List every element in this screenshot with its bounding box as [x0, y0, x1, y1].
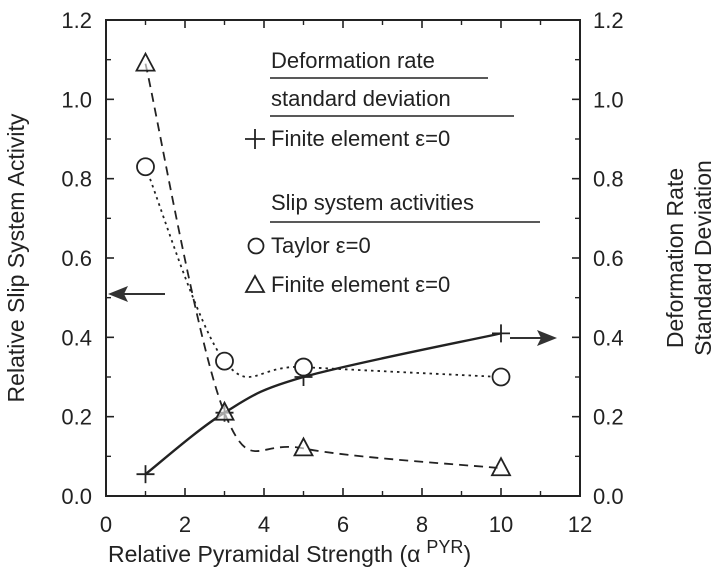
x-axis-title: Relative Pyramidal Strength (α PYR) [108, 537, 471, 567]
series-line-1 [144, 166, 502, 378]
x-tick-label: 10 [489, 512, 513, 537]
y-tick-label-left: 0.6 [61, 246, 92, 271]
y-tick-label-right: 0.2 [593, 405, 624, 430]
y-tick-label-left: 0.2 [61, 405, 92, 430]
plus-marker [136, 465, 155, 484]
y-tick-label-right: 0.4 [593, 325, 624, 350]
y-tick-label-right: 1.2 [593, 8, 624, 33]
x-tick-label: 6 [337, 512, 349, 537]
series-line-0 [144, 332, 502, 476]
y-tick-label-right: 0.0 [593, 484, 624, 509]
legend-plus-icon [245, 129, 265, 149]
y-tick-label-left: 0.0 [61, 484, 92, 509]
legend-circle-icon [247, 237, 265, 255]
y-tick-label-left: 0.8 [61, 167, 92, 192]
y-axis-title-right-2: Standard Deviation [690, 160, 716, 356]
curves [144, 63, 502, 476]
y-tick-label-left: 0.4 [61, 325, 92, 350]
plus-marker [492, 324, 510, 343]
markers [135, 51, 512, 484]
right-axis-arrow [510, 330, 557, 346]
legend-label-fe-slip: Finite element ε=0 [271, 272, 450, 297]
ticks: 0 2 4 6 8 10 120.00.20.40.60.81.01.20.00.20.40… [61, 8, 623, 537]
y-tick-label-left: 1.2 [61, 8, 92, 33]
x-tick-label: 4 [258, 512, 270, 537]
legend-triangle-icon [244, 274, 266, 293]
legend-slip-title: Slip system activities [271, 190, 474, 215]
y-tick-label-right: 0.8 [593, 167, 624, 192]
x-tick-label: 8 [416, 512, 428, 537]
circle-marker [294, 357, 313, 377]
triangle-marker [214, 400, 235, 421]
left-axis-arrow [108, 286, 165, 302]
y-axis-title-left: Relative Slip System Activity [3, 113, 29, 402]
x-tick-label: 0 [100, 512, 112, 537]
x-tick-label: 12 [568, 512, 592, 537]
triangle-marker [135, 51, 156, 72]
legend: Deformation rate standard deviation Fini… [244, 48, 540, 297]
y-tick-label-right: 1.0 [593, 87, 624, 112]
triangle-marker [293, 436, 314, 457]
y-tick-label-right: 0.6 [593, 246, 624, 271]
legend-label-taylor: Taylor ε=0 [271, 233, 371, 258]
legend-label-fe-deformation: Finite element ε=0 [271, 126, 450, 151]
triangle-marker [490, 456, 512, 477]
circle-marker [215, 351, 234, 371]
legend-deformation-title-2: standard deviation [271, 86, 451, 111]
circle-marker [136, 157, 155, 177]
y-axis-title-right-1: Deformation Rate [662, 168, 688, 348]
series-line-2 [144, 63, 502, 470]
circle-marker [491, 367, 511, 387]
x-tick-label: 2 [179, 512, 191, 537]
y-tick-label-left: 1.0 [61, 87, 92, 112]
legend-deformation-title-1: Deformation rate [271, 48, 435, 73]
